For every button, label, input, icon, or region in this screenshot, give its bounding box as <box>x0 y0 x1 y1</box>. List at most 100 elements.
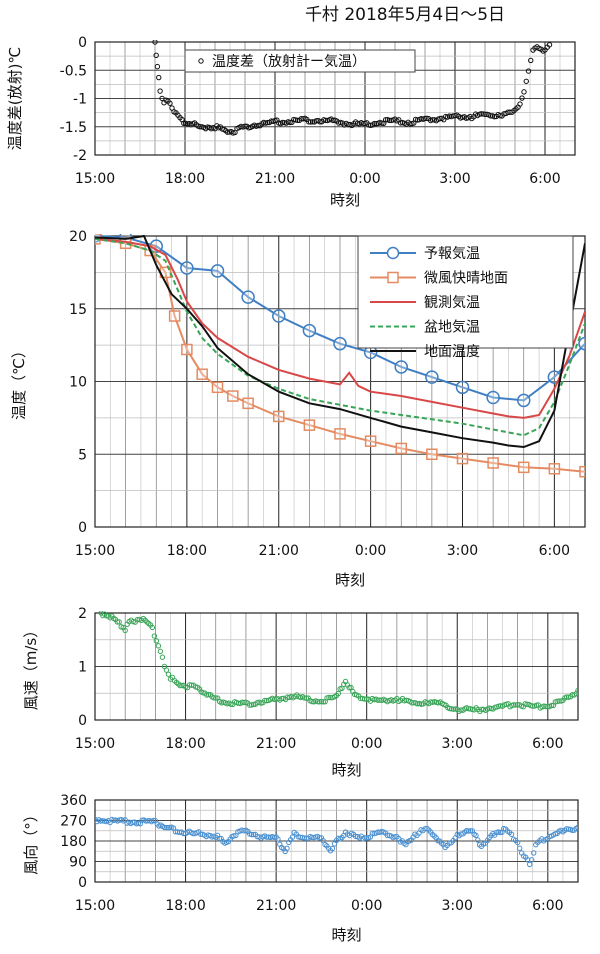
data-point <box>497 829 503 836</box>
data-point <box>197 124 203 130</box>
data-point <box>302 323 317 338</box>
data-point <box>516 845 523 851</box>
y-tick-label: 90 <box>69 855 87 871</box>
data-point <box>426 448 438 460</box>
series-line <box>95 234 585 449</box>
data-point <box>156 74 162 81</box>
plot-frame <box>94 612 579 721</box>
data-point <box>263 834 270 840</box>
series <box>95 237 585 437</box>
y-tick-label: 1 <box>78 660 87 676</box>
data-point <box>180 261 194 275</box>
y-axis-label: 風向（°） <box>22 807 40 875</box>
data-point <box>307 119 314 125</box>
y-tick-label: 180 <box>60 834 87 850</box>
data-point <box>394 360 408 374</box>
data-point <box>228 701 234 707</box>
series <box>98 611 578 714</box>
data-point <box>548 463 561 475</box>
y-tick-label: 0 <box>78 713 87 729</box>
y-tick-label: 0 <box>78 875 87 891</box>
data-point <box>196 368 208 380</box>
legend-label: 観測気温 <box>424 294 480 311</box>
data-point <box>384 832 391 839</box>
x-tick-label: 21:00 <box>259 543 299 559</box>
data-point <box>152 40 158 45</box>
series <box>152 40 553 136</box>
data-point <box>154 63 161 70</box>
data-point <box>122 627 128 634</box>
legend-marker <box>198 58 204 64</box>
data-point <box>579 465 585 478</box>
data-point <box>241 290 255 304</box>
x-tick-label: 18:00 <box>165 898 205 914</box>
y-tick-label: 270 <box>60 814 87 830</box>
legend: 温度差（放射計ー気温） <box>184 49 416 73</box>
y-tick-label: 0 <box>78 35 87 51</box>
y-tick-label: -2 <box>73 148 87 164</box>
data-point <box>303 695 310 701</box>
data-point <box>521 89 527 95</box>
x-tick-label: 15:00 <box>75 736 115 752</box>
data-point <box>554 698 560 705</box>
data-point <box>161 824 168 831</box>
x-tick-label: 21:00 <box>255 171 295 187</box>
data-point <box>320 699 326 705</box>
x-tick-label: 6:00 <box>539 543 570 559</box>
plot-frame <box>94 799 579 883</box>
data-point <box>486 390 500 405</box>
data-point <box>163 824 169 831</box>
data-point <box>456 452 469 465</box>
data-point <box>143 818 149 824</box>
data-point <box>210 264 225 278</box>
data-point <box>334 428 346 440</box>
data-point <box>517 101 523 107</box>
data-point <box>575 824 578 831</box>
data-point <box>362 835 368 841</box>
series-line <box>95 235 585 402</box>
x-tick-label: 0:00 <box>351 736 382 752</box>
data-point <box>546 42 553 48</box>
x-tick-label: 3:00 <box>442 898 473 914</box>
data-point <box>262 697 268 704</box>
data-point <box>407 121 413 127</box>
data-point <box>287 119 293 126</box>
x-tick-label: 15:00 <box>75 898 115 914</box>
x-tick-label: 0:00 <box>351 898 382 914</box>
temperature-difference-chart: 0 -0.5 -1 -1.5 -2 15:00 18:00 21:00 0:00 3:00 6:00… <box>6 35 576 209</box>
data-point <box>386 117 393 124</box>
data-point <box>167 100 173 106</box>
data-point <box>181 343 193 356</box>
y-tick-label: 0 <box>78 520 87 536</box>
data-point <box>114 619 121 625</box>
data-point <box>322 117 329 124</box>
legend-marker <box>387 271 399 284</box>
temperature-chart: 0 5 10 15 20 15:00 18:00 21:00 0:00 3:00 6:00 時刻 温度（… <box>10 229 586 589</box>
x-tick-label: 0:00 <box>349 171 380 187</box>
data-point <box>153 638 160 644</box>
data-point <box>279 119 286 126</box>
data-point <box>395 442 407 455</box>
data-point <box>523 78 529 84</box>
x-tick-label: 15:00 <box>75 171 115 187</box>
data-point <box>528 57 534 64</box>
data-point <box>422 115 428 122</box>
data-point <box>227 390 239 402</box>
data-point <box>248 831 255 838</box>
data-point <box>519 95 525 101</box>
data-point <box>289 834 296 840</box>
data-point <box>213 695 219 701</box>
data-point <box>309 698 315 705</box>
y-axis-label: 温度（℃） <box>10 343 28 420</box>
data-point <box>529 857 535 863</box>
x-tick-label: 15:00 <box>75 543 115 559</box>
y-tick-label: 360 <box>60 793 87 809</box>
data-point <box>303 419 316 431</box>
data-point <box>379 120 385 126</box>
data-point <box>268 118 274 124</box>
data-point <box>425 370 439 384</box>
y-tick-label: 2 <box>78 606 87 622</box>
series <box>95 234 585 449</box>
data-point <box>508 831 515 837</box>
